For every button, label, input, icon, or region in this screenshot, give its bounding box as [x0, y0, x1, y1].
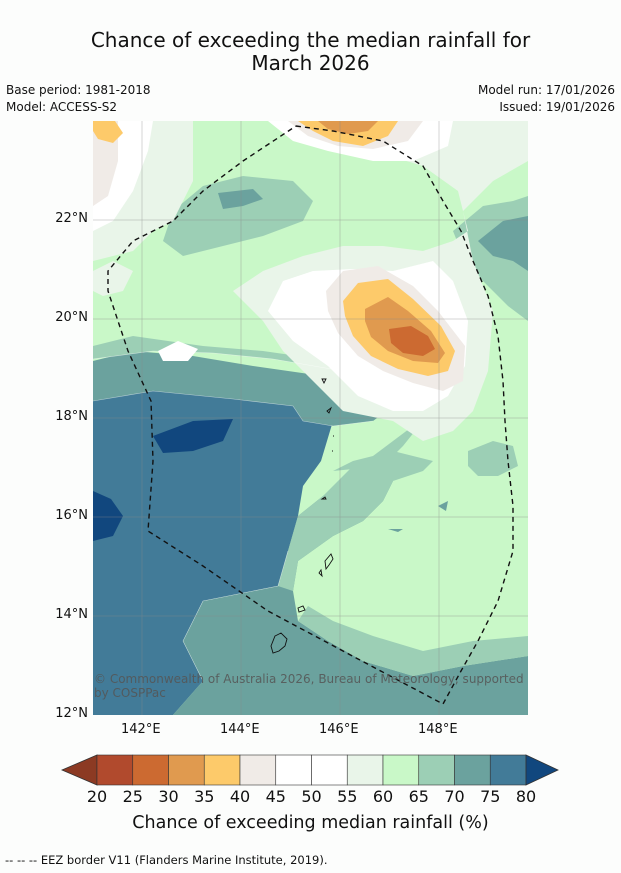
colorbar-segment [382, 754, 420, 786]
colorbar-tick: 35 [194, 787, 215, 806]
issued-date: Issued: 19/01/2026 [499, 100, 615, 114]
colorbar-segment [418, 754, 455, 786]
colorbar-segment [489, 754, 527, 786]
lat-tick-12: 12°N [55, 706, 88, 721]
map-title-line1: Chance of exceeding the median rainfall … [90, 28, 531, 52]
lat-tick-16: 16°N [55, 508, 88, 523]
lon-tick-146: 146°E [319, 722, 359, 737]
contour-lines [93, 350, 424, 682]
colorbar-tick: 70 [444, 787, 465, 806]
lat-tick-20: 20°N [55, 310, 88, 325]
lon-tick-142: 142°E [121, 722, 161, 737]
field-30-35-north [318, 121, 378, 134]
lat-tick-14: 14°N [55, 607, 88, 622]
field-50-55-islet [158, 341, 198, 361]
colorbar-segment [346, 754, 384, 786]
field-65-70-central [278, 451, 433, 591]
colorbar-extend-low [60, 754, 98, 786]
colorbar-tick: 75 [480, 787, 501, 806]
colorbar-segment [454, 754, 491, 786]
colorbar-tick: 55 [337, 787, 358, 806]
field-65-70-patch [468, 441, 518, 476]
colorbar-tick: 20 [86, 787, 108, 806]
colorbar-extend-high [525, 754, 559, 786]
colorbar-tick: 80 [515, 787, 537, 806]
gridlines [93, 121, 528, 715]
colorbar-tick: 25 [122, 787, 143, 806]
field-70-75-north [218, 189, 263, 209]
copyright-text: © Commonwealth of Australia 2026, Bureau… [94, 672, 524, 700]
field-70-75-east [478, 216, 528, 271]
base-period: Base period: 1981-2018 [6, 83, 151, 97]
field-55-60-west [93, 261, 133, 296]
colorbar-segment [96, 754, 134, 786]
colorbar-tick: 60 [372, 787, 394, 806]
colorbar-tick: 50 [301, 787, 322, 806]
colorbar-label: Chance of exceeding median rainfall (%) [132, 813, 489, 833]
map-title-line2: March 2026 [251, 51, 370, 75]
colorbar [60, 754, 559, 786]
colorbar-segment [203, 754, 241, 786]
field-80-plus [153, 419, 233, 453]
rainfall-map [93, 121, 528, 715]
island-outlines [270, 378, 334, 654]
lat-tick-22: 22°N [55, 211, 88, 226]
field-65-70-north [163, 176, 313, 256]
model-run: Model run: 17/01/2026 [477, 83, 615, 97]
field-60-65-islet [388, 529, 403, 532]
colorbar-segment [168, 754, 205, 786]
field-35-40-northwest [93, 121, 123, 143]
field-25-30-center [389, 326, 435, 356]
eez-border [107, 125, 514, 705]
colorbar-segment [239, 754, 277, 786]
colorbar-segment [132, 754, 169, 786]
colorbar-tick: 65 [408, 787, 429, 806]
colorbar-tick: 30 [158, 787, 179, 806]
lat-tick-18: 18°N [55, 409, 88, 424]
colorbar-tick: 45 [265, 787, 286, 806]
eez-legend-note: -- -- -- EEZ border V11 (Flanders Marine… [5, 853, 328, 867]
field-70-75-islet [438, 501, 448, 511]
field-80-plus-west [93, 491, 123, 541]
lon-tick-148: 148°E [418, 722, 458, 737]
colorbar-segment [311, 754, 348, 786]
colorbar-tick: 40 [229, 787, 251, 806]
model-name: Model: ACCESS-S2 [6, 100, 118, 114]
field-70-75-west [93, 351, 393, 426]
field-65-70-south [298, 606, 528, 676]
field-70-75-south [173, 466, 528, 715]
colorbar-segment [275, 754, 312, 786]
lon-tick-144: 144°E [220, 722, 260, 737]
